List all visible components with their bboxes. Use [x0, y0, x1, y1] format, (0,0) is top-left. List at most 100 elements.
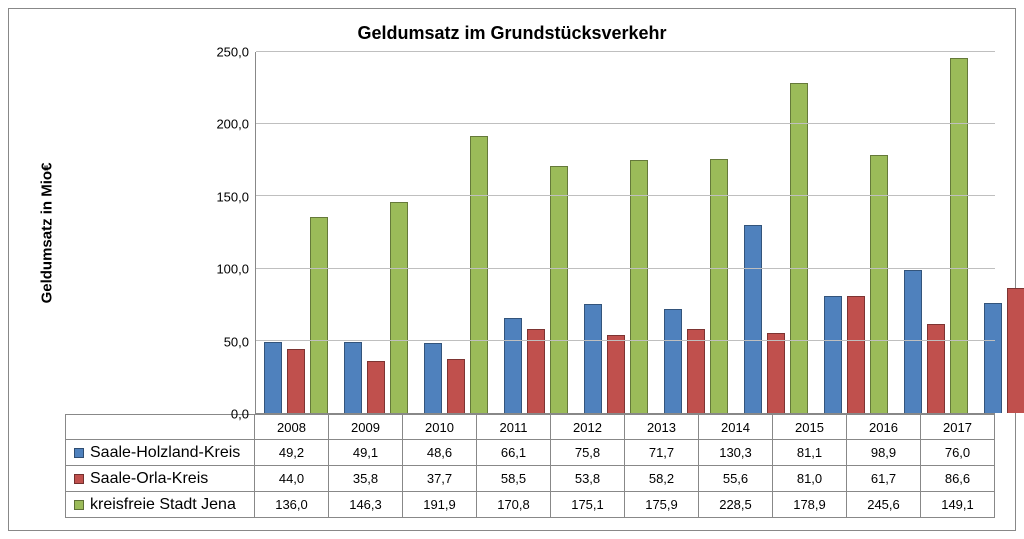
bar [584, 304, 602, 413]
y-tick: 150,0 [216, 189, 249, 204]
table-spacer [29, 414, 65, 518]
bar-group [976, 52, 1024, 413]
y-axis-ticks: 0,050,0100,0150,0200,0250,0 [65, 52, 255, 414]
table-header-cell: 2011 [477, 414, 551, 440]
gridline [256, 123, 995, 124]
bar [607, 335, 625, 413]
bar-group [336, 52, 416, 413]
legend-swatch [74, 474, 84, 484]
table-cell: 44,0 [255, 466, 329, 492]
bar [984, 303, 1002, 413]
bar [447, 359, 465, 413]
bar [664, 309, 682, 413]
bar-group [256, 52, 336, 413]
bar [927, 324, 945, 413]
table-cell: 58,5 [477, 466, 551, 492]
table-cell: 130,3 [699, 440, 773, 466]
legend-item: Saale-Orla-Kreis [65, 466, 255, 492]
gridline [256, 340, 995, 341]
chart-container: Geldumsatz im Grundstücksverkehr Geldums… [8, 8, 1016, 531]
table-header-cell: 2015 [773, 414, 847, 440]
legend-item: Saale-Holzland-Kreis [65, 440, 255, 466]
table-cell: 175,9 [625, 492, 699, 518]
gridline [256, 51, 995, 52]
table-cell: 146,3 [329, 492, 403, 518]
bar [550, 166, 568, 413]
legend-label-text: Saale-Orla-Kreis [90, 470, 208, 488]
table-cell: 245,6 [847, 492, 921, 518]
table-cell: 98,9 [847, 440, 921, 466]
bar [687, 329, 705, 413]
bar [767, 333, 785, 413]
table-cell: 228,5 [699, 492, 773, 518]
table-cell: 53,8 [551, 466, 625, 492]
table-header-row: 2008200920102011201220132014201520162017 [255, 414, 995, 440]
bar [870, 155, 888, 413]
table-cell: 55,6 [699, 466, 773, 492]
table-header-cell: 2016 [847, 414, 921, 440]
table-cell: 191,9 [403, 492, 477, 518]
bar [824, 296, 842, 413]
bar [790, 83, 808, 413]
legend-swatch [74, 500, 84, 510]
chart-title: Geldumsatz im Grundstücksverkehr [9, 9, 1015, 52]
table-cell: 86,6 [921, 466, 995, 492]
y-tick: 250,0 [216, 45, 249, 60]
bar [470, 136, 488, 413]
table-cell: 49,2 [255, 440, 329, 466]
table-cell: 76,0 [921, 440, 995, 466]
bar [287, 349, 305, 413]
bar-group [736, 52, 816, 413]
table-cell: 170,8 [477, 492, 551, 518]
table-cell: 37,7 [403, 466, 477, 492]
table-cell: 71,7 [625, 440, 699, 466]
chart-main: Geldumsatz in Mio€ 0,0 50,0 100,0 150,0 200,… [9, 52, 1015, 530]
bar-group [896, 52, 976, 413]
y-tick: 0,0 [231, 407, 249, 422]
table-cell: 49,1 [329, 440, 403, 466]
table-cell: 58,2 [625, 466, 699, 492]
table-header-cell: 2013 [625, 414, 699, 440]
y-tick: 100,0 [216, 262, 249, 277]
y-axis-label: Geldumsatz in Mio€ [39, 163, 56, 304]
table-cell: 81,0 [773, 466, 847, 492]
bar [630, 160, 648, 413]
table-row: 44,035,837,758,553,858,255,681,061,786,6 [255, 466, 995, 492]
legend-label-text: kreisfreie Stadt Jena [90, 496, 236, 514]
table-row: 136,0146,3191,9170,8175,1175,9228,5178,9… [255, 492, 995, 518]
bar-group [576, 52, 656, 413]
table-cell: 178,9 [773, 492, 847, 518]
bar [504, 318, 522, 413]
bars-layer [256, 52, 995, 413]
table-header-cell: 2014 [699, 414, 773, 440]
y-tick: 200,0 [216, 117, 249, 132]
y-tick: 50,0 [224, 334, 249, 349]
legend-item: kreisfreie Stadt Jena [65, 492, 255, 518]
table-cell: 149,1 [921, 492, 995, 518]
y-axis-label-col: Geldumsatz in Mio€ [29, 52, 65, 414]
bar [344, 342, 362, 413]
bar [904, 270, 922, 413]
legend-label-text: Saale-Holzland-Kreis [90, 444, 240, 462]
bar [744, 225, 762, 413]
bar [310, 217, 328, 413]
table-cell: 35,8 [329, 466, 403, 492]
bar-group [416, 52, 496, 413]
bar-group [816, 52, 896, 413]
bar [264, 342, 282, 413]
legend-header-blank [65, 414, 255, 440]
bar [1007, 288, 1024, 413]
table-header-cell: 2008 [255, 414, 329, 440]
table-header-cell: 2010 [403, 414, 477, 440]
table-cell: 61,7 [847, 466, 921, 492]
gridline [256, 268, 995, 269]
table-header-cell: 2012 [551, 414, 625, 440]
bar-group [656, 52, 736, 413]
table-header-cell: 2017 [921, 414, 995, 440]
table-cell: 66,1 [477, 440, 551, 466]
bar [950, 58, 968, 413]
table-cell: 48,6 [403, 440, 477, 466]
table-cell: 175,1 [551, 492, 625, 518]
legend-swatch [74, 448, 84, 458]
plot-row: Geldumsatz in Mio€ 0,050,0100,0150,0200,… [29, 52, 995, 414]
